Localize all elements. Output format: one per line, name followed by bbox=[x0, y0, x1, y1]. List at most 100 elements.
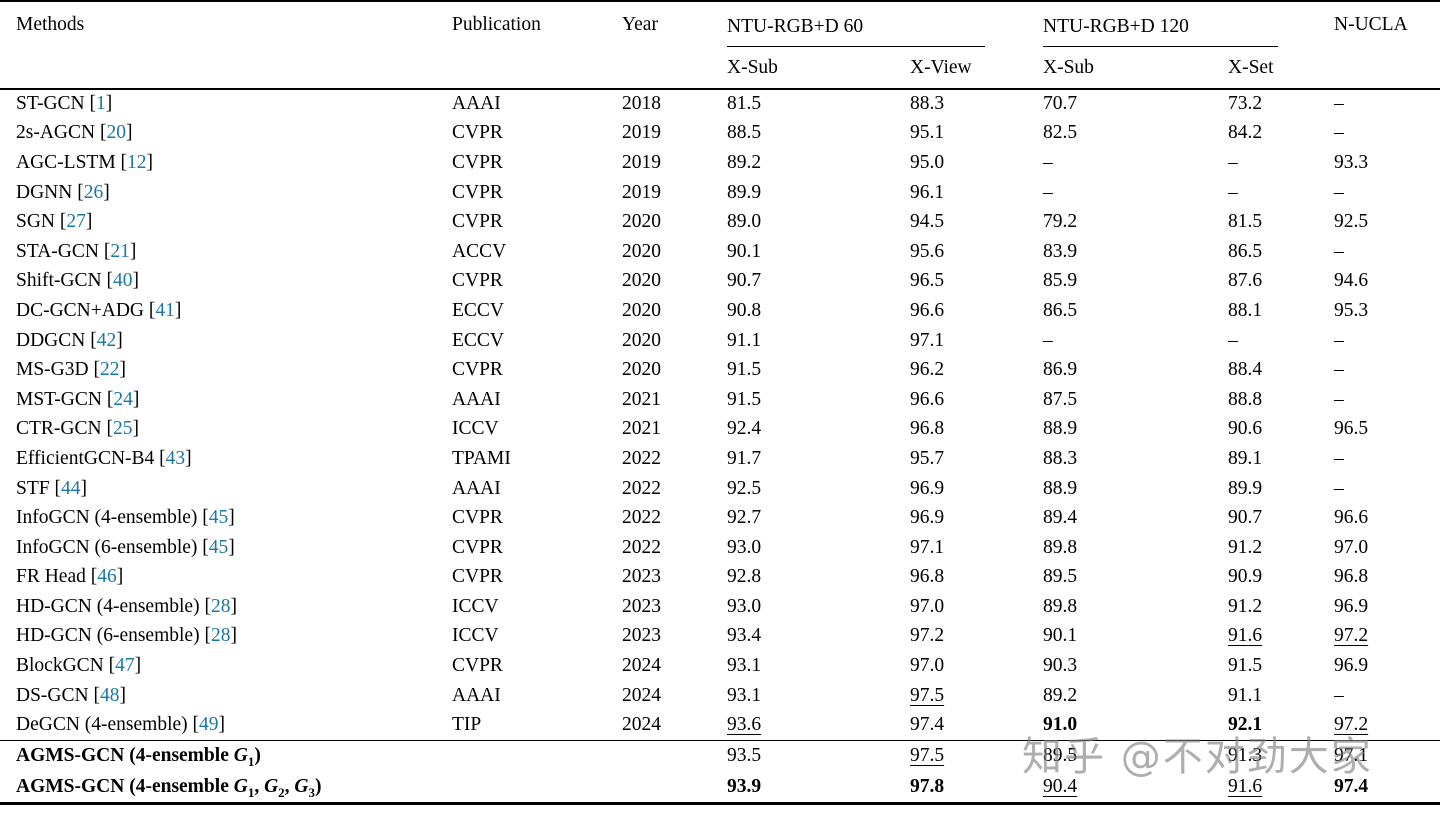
method-cell: Shift-GCN [40] bbox=[0, 267, 436, 297]
empty-header-cell bbox=[606, 48, 711, 90]
value: – bbox=[1043, 151, 1053, 173]
method-name: DeGCN (4-ensemble) bbox=[16, 714, 188, 736]
value: 96.6 bbox=[910, 388, 945, 410]
method-cell: InfoGCN (6-ensemble) [45] bbox=[0, 533, 436, 563]
value: – bbox=[1334, 684, 1344, 706]
col-group-ntu60-label: NTU-RGB+D 60 bbox=[727, 14, 985, 47]
citation-ref[interactable]: 20 bbox=[106, 122, 126, 144]
publication-cell: CVPR bbox=[452, 536, 503, 558]
citation[interactable]: [46] bbox=[85, 566, 124, 588]
value: 79.2 bbox=[1043, 211, 1078, 233]
method-name: Shift-GCN bbox=[16, 270, 102, 292]
value-cell: 79.2 bbox=[1027, 207, 1212, 237]
method-cell: DeGCN (4-ensemble) [49] bbox=[0, 710, 436, 740]
citation-ref[interactable]: 28 bbox=[210, 625, 231, 647]
citation-ref[interactable]: 45 bbox=[208, 536, 229, 558]
citation-ref[interactable]: 41 bbox=[155, 299, 175, 321]
citation[interactable]: [20] bbox=[95, 122, 133, 144]
value: 89.8 bbox=[1043, 595, 1078, 617]
value: 97.2 bbox=[1334, 714, 1369, 736]
value: 90.7 bbox=[1228, 507, 1263, 529]
citation-ref[interactable]: 45 bbox=[208, 507, 229, 529]
value-cell: 91.1 bbox=[1212, 681, 1318, 711]
value-cell: 93.1 bbox=[711, 681, 894, 711]
citation-ref[interactable]: 22 bbox=[99, 359, 120, 381]
value: 96.8 bbox=[910, 566, 945, 588]
value: 96.8 bbox=[1334, 566, 1369, 588]
citation-ref[interactable]: 24 bbox=[113, 388, 133, 410]
year-cell bbox=[606, 772, 711, 804]
citation-ref[interactable]: 46 bbox=[97, 566, 117, 588]
method-cell: DDGCN [42] bbox=[0, 326, 436, 356]
citation[interactable]: [25] bbox=[101, 418, 139, 440]
value: 91.6 bbox=[1228, 775, 1263, 797]
citation-ref[interactable]: 43 bbox=[165, 447, 186, 469]
table-row: STA-GCN [21] ACCV 2020 90.1 95.6 83.9 86.5 – bbox=[0, 237, 1440, 267]
value-cell: – bbox=[1318, 326, 1440, 356]
table-row: FR Head [46] CVPR 2023 92.8 96.8 89.5 90.9 96.8 bbox=[0, 563, 1440, 593]
citation-ref[interactable]: 44 bbox=[60, 477, 81, 499]
method-name: FR Head bbox=[16, 566, 86, 588]
citation[interactable]: [41] bbox=[144, 299, 182, 321]
citation[interactable]: [40] bbox=[101, 270, 139, 292]
value-cell: 83.9 bbox=[1027, 237, 1212, 267]
citation-ref[interactable]: 42 bbox=[96, 329, 117, 351]
value: 90.1 bbox=[1043, 625, 1078, 647]
citation-ref[interactable]: 48 bbox=[99, 684, 120, 706]
citation-ref[interactable]: 28 bbox=[210, 595, 231, 617]
value: 90.1 bbox=[727, 240, 762, 262]
citation[interactable]: [27] bbox=[55, 211, 93, 233]
citation[interactable]: [28] bbox=[199, 625, 237, 647]
value-cell: 86.5 bbox=[1027, 296, 1212, 326]
year-cell: 2020 bbox=[622, 270, 661, 292]
method-name: AGMS-GCN (4-ensemble G1, G2, G3) bbox=[16, 775, 322, 800]
year-cell: 2021 bbox=[622, 388, 661, 410]
value: 96.9 bbox=[910, 477, 945, 499]
value-cell: 93.0 bbox=[711, 592, 894, 622]
citation-ref[interactable]: 26 bbox=[83, 181, 104, 203]
value: 90.6 bbox=[1228, 418, 1263, 440]
value-cell: 96.8 bbox=[894, 415, 1027, 445]
method-cell: AGMS-GCN (4-ensemble G1, G2, G3) bbox=[0, 772, 436, 804]
value: 97.5 bbox=[910, 684, 945, 706]
citation[interactable]: [26] bbox=[72, 181, 110, 203]
citation[interactable]: [43] bbox=[154, 447, 192, 469]
value-cell: 94.5 bbox=[894, 207, 1027, 237]
value-cell: 89.0 bbox=[711, 207, 894, 237]
method-name: HD-GCN (4-ensemble) bbox=[16, 595, 200, 617]
year-cell: 2021 bbox=[622, 418, 661, 440]
value-cell: 90.1 bbox=[711, 237, 894, 267]
citation[interactable]: [28] bbox=[199, 595, 237, 617]
citation-ref[interactable]: 49 bbox=[199, 714, 219, 736]
citation[interactable]: [22] bbox=[88, 359, 126, 381]
citation[interactable]: [49] bbox=[187, 714, 226, 736]
publication-cell: CVPR bbox=[452, 151, 503, 173]
table-row: CTR-GCN [25] ICCV 2021 92.4 96.8 88.9 90.6 96.5 bbox=[0, 415, 1440, 445]
value-cell: 93.5 bbox=[711, 740, 894, 772]
value-cell: 96.2 bbox=[894, 355, 1027, 385]
citation-ref[interactable]: 27 bbox=[66, 211, 86, 233]
citation[interactable]: [12] bbox=[115, 151, 154, 173]
value-cell: 91.7 bbox=[711, 444, 894, 474]
citation[interactable]: [44] bbox=[49, 477, 87, 499]
citation[interactable]: [45] bbox=[197, 536, 235, 558]
citation-ref[interactable]: 1 bbox=[96, 93, 106, 115]
citation-ref[interactable]: 21 bbox=[110, 240, 130, 262]
value-cell: 97.4 bbox=[1318, 772, 1440, 804]
citation[interactable]: [45] bbox=[197, 507, 235, 529]
citation-ref[interactable]: 40 bbox=[112, 270, 133, 292]
citation[interactable]: [42] bbox=[85, 329, 123, 351]
citation[interactable]: [48] bbox=[88, 684, 126, 706]
citation[interactable]: [1] bbox=[84, 93, 113, 115]
citation-ref[interactable]: 47 bbox=[115, 655, 135, 677]
value: 97.0 bbox=[910, 655, 945, 677]
citation-ref[interactable]: 12 bbox=[127, 151, 147, 173]
table-row: ST-GCN [1] AAAI 2018 81.5 88.3 70.7 73.2 – bbox=[0, 89, 1440, 119]
citation-ref[interactable]: 25 bbox=[112, 418, 133, 440]
value: 86.9 bbox=[1043, 359, 1078, 381]
citation[interactable]: [24] bbox=[101, 388, 140, 410]
value: 93.0 bbox=[727, 595, 762, 617]
value-cell: – bbox=[1318, 474, 1440, 504]
citation[interactable]: [21] bbox=[98, 240, 137, 262]
citation[interactable]: [47] bbox=[103, 655, 142, 677]
